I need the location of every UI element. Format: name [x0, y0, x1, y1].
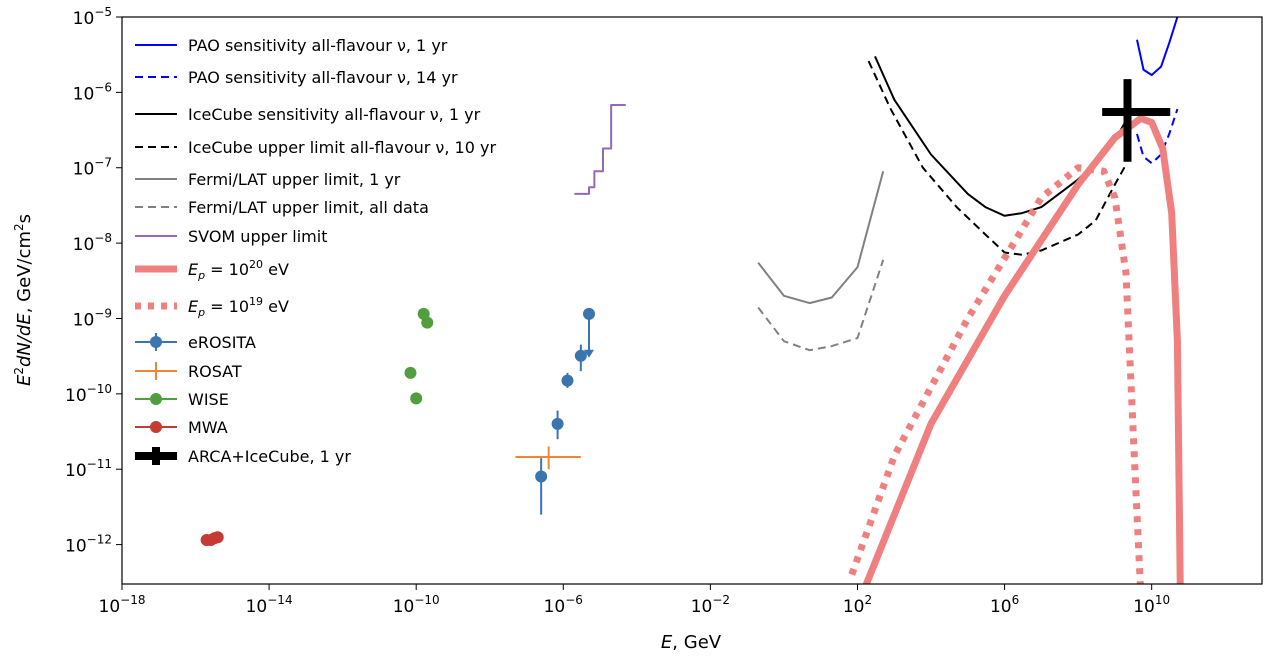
data-point-wise	[404, 367, 416, 379]
legend-marker	[150, 421, 162, 433]
data-point-erosita	[583, 308, 595, 320]
legend-label: Fermi/LAT upper limit, 1 yr	[188, 170, 401, 189]
legend-label: ARCA+IceCube, 1 yr	[188, 447, 351, 466]
legend-label: Fermi/LAT upper limit, all data	[188, 198, 429, 217]
data-point-mwa	[212, 531, 224, 543]
legend-label: IceCube sensitivity all-flavour ν, 1 yr	[188, 105, 481, 124]
data-point-wise	[410, 392, 422, 404]
x-axis-title: E, GeV	[661, 632, 722, 653]
legend-label: IceCube upper limit all-flavour ν, 10 yr	[188, 138, 496, 157]
legend-marker	[150, 393, 162, 405]
data-point-erosita	[561, 375, 573, 387]
legend-marker	[150, 336, 162, 348]
legend-label: ROSAT	[188, 362, 242, 381]
legend-label: eROSITA	[188, 333, 256, 352]
legend-entry: IceCube upper limit all-flavour ν, 10 yr	[135, 138, 496, 157]
legend-label: WISE	[188, 390, 229, 409]
y-axis-title: E2dN/dE, GeV/cm2s	[12, 214, 35, 386]
legend-label: MWA	[188, 418, 228, 437]
data-point-wise	[421, 317, 433, 329]
data-point-erosita	[535, 471, 547, 483]
data-point-erosita	[575, 350, 587, 362]
data-point-erosita	[552, 418, 564, 430]
legend-label: PAO sensitivity all-flavour ν, 14 yr	[188, 68, 458, 87]
legend-label: SVOM upper limit	[188, 227, 327, 246]
legend-label: PAO sensitivity all-flavour ν, 1 yr	[188, 36, 448, 55]
